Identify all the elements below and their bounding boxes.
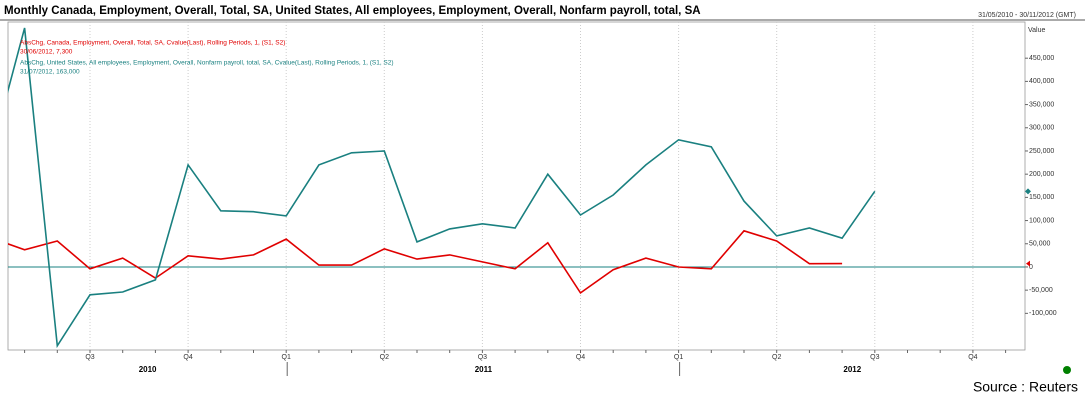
- x-tick-label: Q2: [380, 354, 389, 361]
- y-tick-label: 350,000: [1029, 101, 1054, 108]
- legend-entry: AbsChg, United States, All employees, Em…: [20, 60, 394, 67]
- x-tick-label: Q4: [968, 354, 977, 361]
- y-tick-label: 100,000: [1029, 217, 1054, 224]
- y-tick-label: 50,000: [1029, 241, 1051, 248]
- legend-entry: AbsChg, Canada, Employment, Overall, Tot…: [20, 40, 285, 47]
- year-label: 2010: [139, 365, 157, 374]
- y-tick-label: 150,000: [1029, 194, 1054, 201]
- y-tick-label: 400,000: [1029, 78, 1054, 85]
- y-tick-label: 200,000: [1029, 171, 1054, 178]
- x-tick-label: Q3: [85, 354, 94, 361]
- last-marker: [1025, 188, 1031, 195]
- x-tick-label: Q1: [674, 354, 683, 361]
- x-tick-label: Q2: [772, 354, 781, 361]
- status-dot: [1063, 366, 1071, 374]
- series-line: [8, 229, 843, 295]
- x-tick-label: Q4: [576, 354, 585, 361]
- source: Source : Reuters: [973, 379, 1078, 395]
- chart-title: Monthly Canada, Employment, Overall, Tot…: [4, 5, 701, 17]
- legend-last: 31/07/2012, 163,000: [20, 69, 80, 76]
- x-tick-label: Q3: [478, 354, 487, 361]
- year-label: 2012: [843, 365, 861, 374]
- y-tick-label: 250,000: [1029, 148, 1054, 155]
- y-tick-label: 0: [1029, 264, 1033, 271]
- legend-last: 30/06/2012, 7,300: [20, 49, 73, 56]
- year-label: 2011: [475, 365, 493, 374]
- x-tick-label: Q1: [282, 354, 291, 361]
- x-tick-label: Q3: [870, 354, 879, 361]
- y-axis-label: Value: [1028, 27, 1045, 34]
- y-tick-label: 300,000: [1029, 125, 1054, 132]
- y-tick-label: -100,000: [1029, 310, 1057, 317]
- y-tick-label: -50,000: [1029, 287, 1053, 294]
- last-marker: [1026, 260, 1030, 267]
- series-line: [8, 27, 876, 349]
- plot-area: [8, 27, 876, 349]
- plot-frame: [7, 21, 1026, 351]
- date-range: 31/05/2010 - 30/11/2012 (GMT): [978, 12, 1076, 19]
- y-tick-label: 450,000: [1029, 55, 1054, 62]
- x-tick-label: Q4: [183, 354, 192, 361]
